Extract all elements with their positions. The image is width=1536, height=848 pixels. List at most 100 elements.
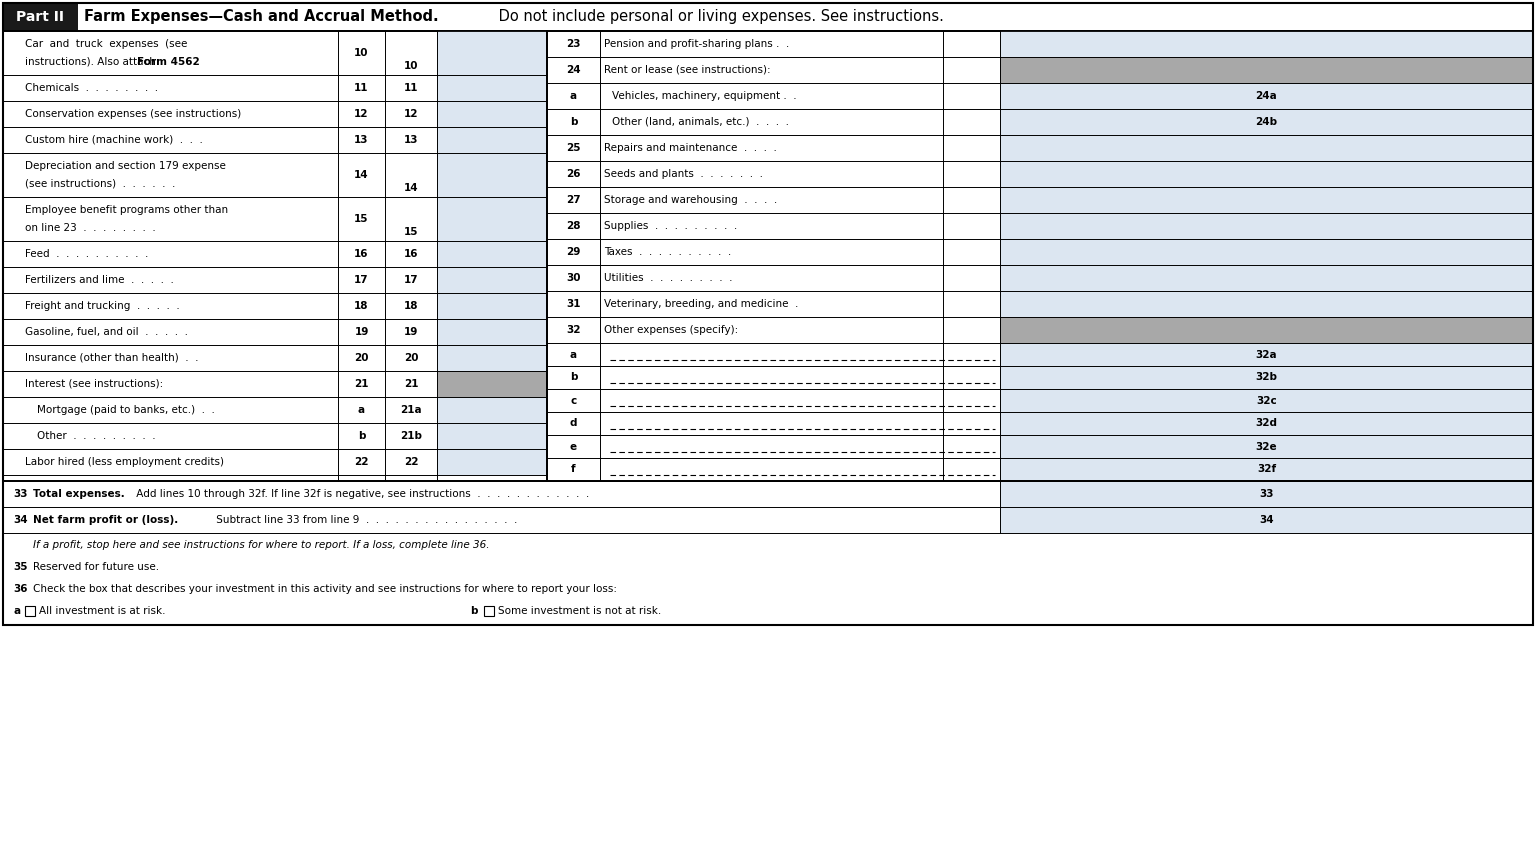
Bar — [438, 423, 547, 449]
Bar — [438, 319, 547, 345]
Bar — [1000, 31, 1533, 57]
Bar — [438, 267, 547, 293]
Bar — [438, 371, 547, 397]
Text: Part II: Part II — [15, 10, 65, 24]
Bar — [1000, 161, 1533, 187]
Bar — [1000, 435, 1533, 458]
Text: 15: 15 — [355, 214, 369, 224]
Text: Other (land, animals, etc.)  .  .  .  .: Other (land, animals, etc.) . . . . — [611, 117, 790, 127]
Text: Conservation expenses (see instructions): Conservation expenses (see instructions) — [25, 109, 241, 119]
Text: 33: 33 — [12, 489, 28, 499]
Text: 22: 22 — [355, 457, 369, 467]
Text: b: b — [570, 372, 578, 382]
Text: 32e: 32e — [1256, 442, 1278, 451]
Text: Utilities  .  .  .  .  .  .  .  .  .: Utilities . . . . . . . . . — [604, 273, 733, 283]
Text: e: e — [570, 442, 578, 451]
Text: All investment is at risk.: All investment is at risk. — [38, 606, 166, 616]
Bar — [1000, 213, 1533, 239]
Bar — [1000, 291, 1533, 317]
Bar — [438, 449, 547, 475]
Bar — [1000, 109, 1533, 135]
Text: Some investment is not at risk.: Some investment is not at risk. — [498, 606, 662, 616]
Bar — [1000, 458, 1533, 481]
Text: on line 23  .  .  .  .  .  .  .  .: on line 23 . . . . . . . . — [25, 223, 155, 233]
Text: 31: 31 — [567, 299, 581, 309]
Text: Employee benefit programs other than: Employee benefit programs other than — [25, 205, 229, 215]
Text: Feed  .  .  .  .  .  .  .  .  .  .: Feed . . . . . . . . . . — [25, 249, 149, 259]
Text: 17: 17 — [355, 275, 369, 285]
Text: (see instructions)  .  .  .  .  .  .: (see instructions) . . . . . . — [25, 179, 175, 189]
Text: Total expenses.: Total expenses. — [32, 489, 124, 499]
Text: 19: 19 — [404, 327, 418, 337]
Text: 16: 16 — [404, 249, 418, 259]
Text: 25: 25 — [567, 143, 581, 153]
Bar — [1000, 481, 1533, 507]
Text: 21a: 21a — [401, 405, 422, 415]
Bar — [1000, 507, 1533, 533]
Text: Mortgage (paid to banks, etc.)  .  .: Mortgage (paid to banks, etc.) . . — [37, 405, 215, 415]
Text: Repairs and maintenance  .  .  .  .: Repairs and maintenance . . . . — [604, 143, 777, 153]
Text: 34: 34 — [12, 515, 28, 525]
Text: 14: 14 — [355, 170, 369, 180]
Text: Custom hire (machine work)  .  .  .: Custom hire (machine work) . . . — [25, 135, 203, 145]
Bar — [1000, 57, 1533, 83]
Bar — [1000, 366, 1533, 389]
Text: Pension and profit-sharing plans .  .: Pension and profit-sharing plans . . — [604, 39, 790, 49]
Text: 11: 11 — [404, 83, 418, 93]
Text: a: a — [358, 405, 366, 415]
Text: Car  and  truck  expenses  (see: Car and truck expenses (see — [25, 39, 187, 49]
Text: 24: 24 — [567, 65, 581, 75]
Text: 18: 18 — [355, 301, 369, 311]
Text: Subtract line 33 from line 9  .  .  .  .  .  .  .  .  .  .  .  .  .  .  .  .: Subtract line 33 from line 9 . . . . . .… — [214, 515, 518, 525]
Text: 33: 33 — [1260, 489, 1273, 499]
Text: d: d — [570, 419, 578, 428]
Text: instructions). Also attach: instructions). Also attach — [25, 57, 160, 67]
Text: 17: 17 — [404, 275, 418, 285]
Text: Form 4562: Form 4562 — [137, 57, 200, 67]
Text: Other expenses (specify):: Other expenses (specify): — [604, 325, 739, 335]
Text: 21: 21 — [404, 379, 418, 389]
Text: f: f — [571, 465, 576, 475]
Bar — [438, 101, 547, 127]
Bar — [438, 153, 547, 197]
Text: Do not include personal or living expenses. See instructions.: Do not include personal or living expens… — [495, 9, 945, 25]
Text: Seeds and plants  .  .  .  .  .  .  .: Seeds and plants . . . . . . . — [604, 169, 763, 179]
Text: 14: 14 — [404, 183, 418, 193]
Text: 32d: 32d — [1255, 419, 1278, 428]
Bar — [1000, 265, 1533, 291]
Text: Taxes  .  .  .  .  .  .  .  .  .  .: Taxes . . . . . . . . . . — [604, 247, 731, 257]
Bar — [25, 606, 35, 616]
Bar — [3, 3, 78, 31]
Text: c: c — [570, 395, 576, 405]
Text: a: a — [570, 91, 578, 101]
Text: a: a — [12, 606, 20, 616]
Bar — [438, 197, 547, 241]
Text: 12: 12 — [355, 109, 369, 119]
Bar — [438, 293, 547, 319]
Bar — [3, 3, 1533, 625]
Text: 11: 11 — [355, 83, 369, 93]
Bar — [1000, 317, 1533, 343]
Text: 32a: 32a — [1256, 349, 1278, 360]
Bar — [438, 31, 547, 75]
Text: Fertilizers and lime  .  .  .  .  .: Fertilizers and lime . . . . . — [25, 275, 174, 285]
Text: 28: 28 — [567, 221, 581, 231]
Text: Labor hired (less employment credits): Labor hired (less employment credits) — [25, 457, 224, 467]
Text: 16: 16 — [355, 249, 369, 259]
Text: 13: 13 — [355, 135, 369, 145]
Text: b: b — [570, 117, 578, 127]
Text: 27: 27 — [567, 195, 581, 205]
Text: Storage and warehousing  .  .  .  .: Storage and warehousing . . . . — [604, 195, 777, 205]
Bar — [1000, 135, 1533, 161]
Text: Check the box that describes your investment in this activity and see instructio: Check the box that describes your invest… — [32, 584, 617, 594]
Text: b: b — [358, 431, 366, 441]
Text: 10: 10 — [355, 48, 369, 58]
Text: If a profit, stop here and see instructions for where to report. If a loss, comp: If a profit, stop here and see instructi… — [32, 540, 490, 550]
Text: 35: 35 — [12, 562, 28, 572]
Text: 20: 20 — [355, 353, 369, 363]
Text: Supplies  .  .  .  .  .  .  .  .  .: Supplies . . . . . . . . . — [604, 221, 737, 231]
Bar — [438, 345, 547, 371]
Bar — [1000, 412, 1533, 435]
Text: Depreciation and section 179 expense: Depreciation and section 179 expense — [25, 161, 226, 171]
Text: Veterinary, breeding, and medicine  .: Veterinary, breeding, and medicine . — [604, 299, 799, 309]
